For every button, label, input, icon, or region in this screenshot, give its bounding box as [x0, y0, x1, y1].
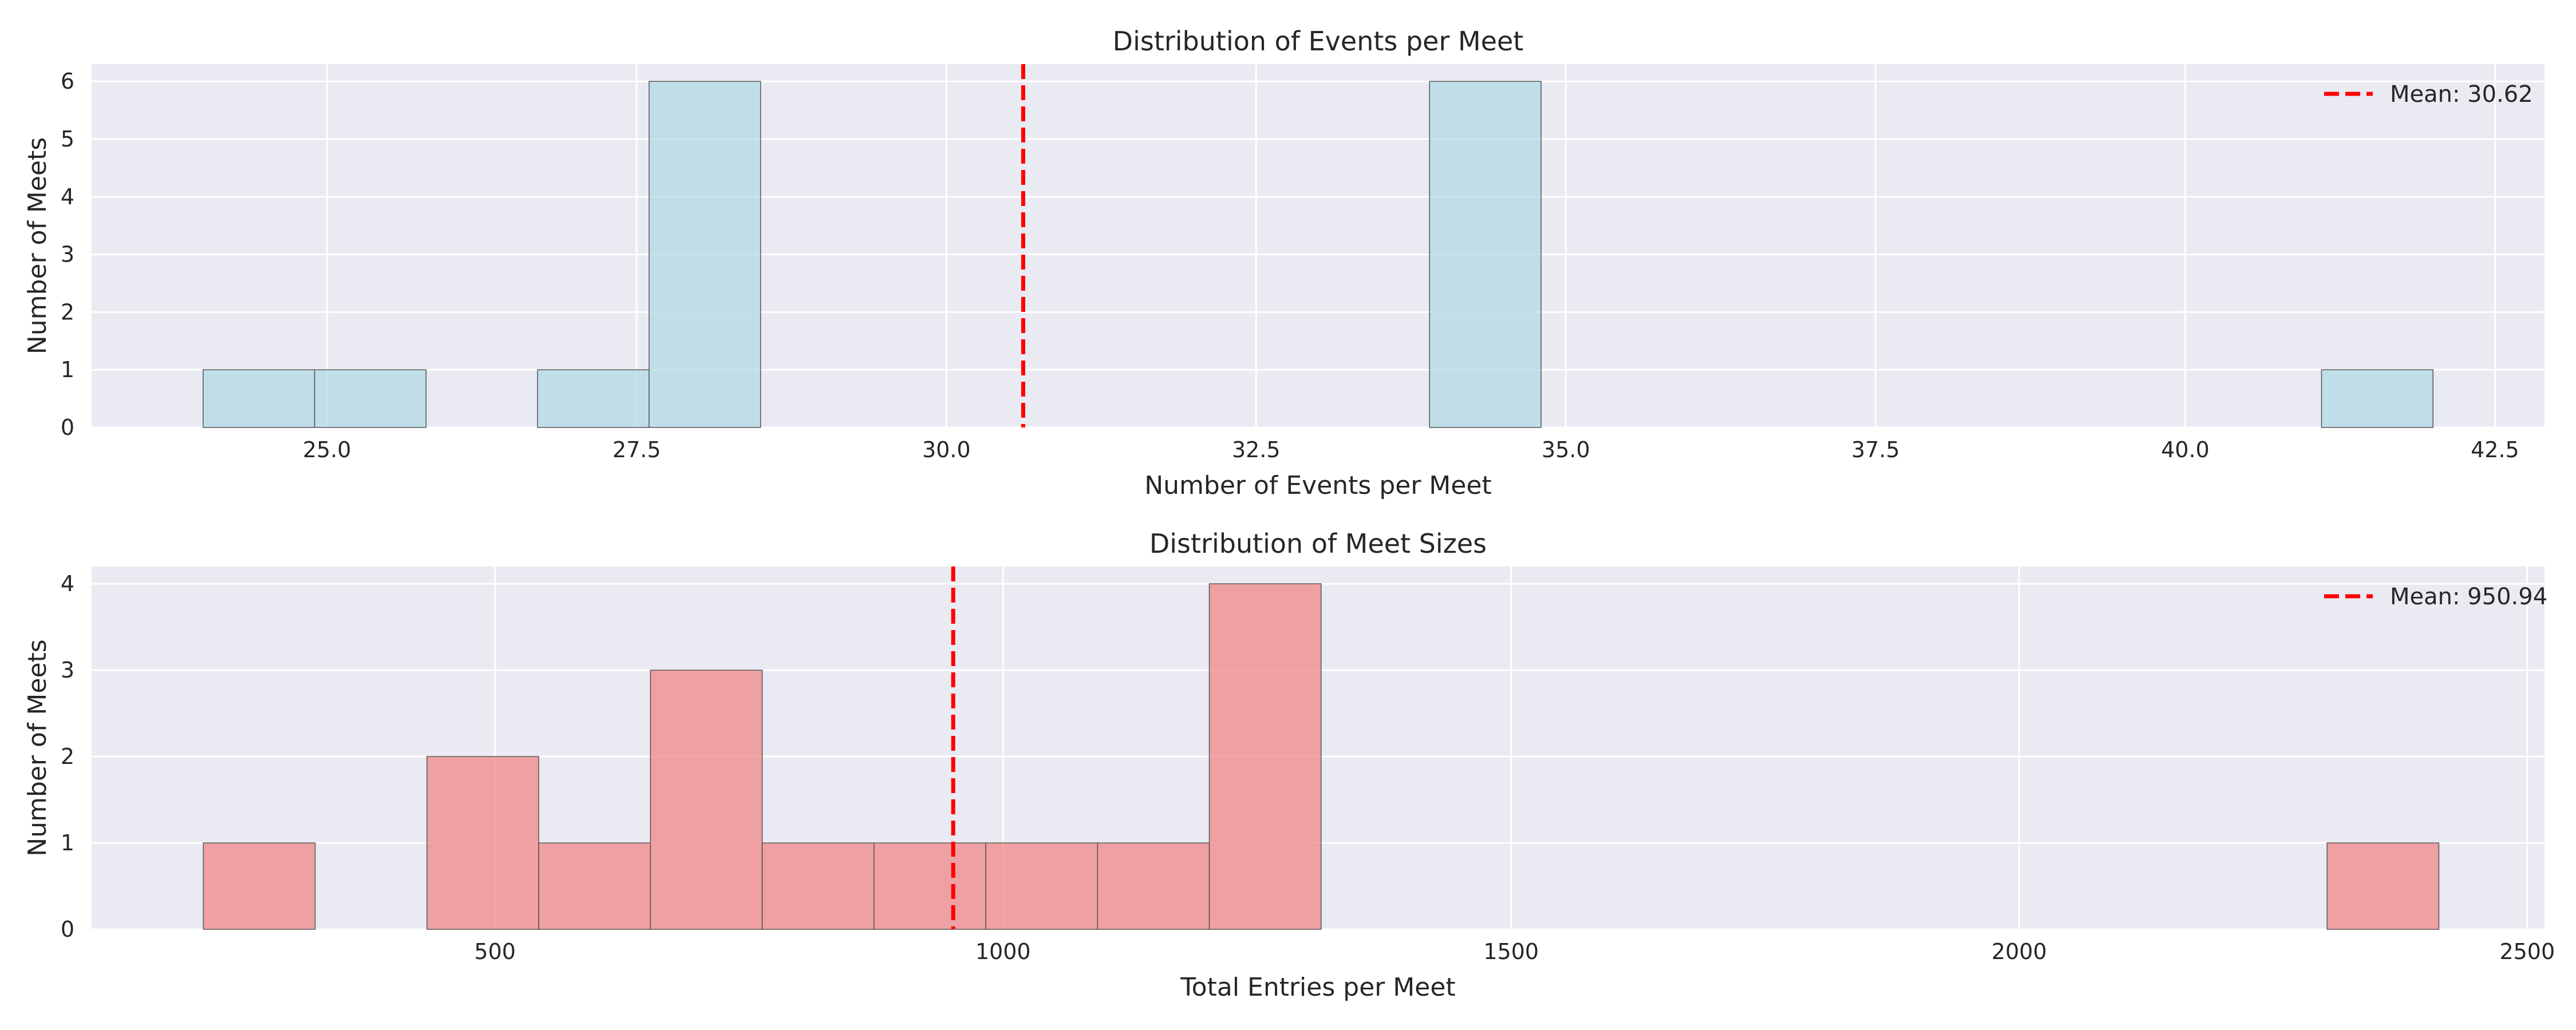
x-tick-label: 1000 — [975, 939, 1031, 964]
x-tick-label: 2500 — [2499, 939, 2555, 964]
chart-title: Distribution of Meet Sizes — [1149, 528, 1487, 559]
x-tick-label: 37.5 — [1851, 437, 1900, 462]
histogram-bar — [203, 842, 316, 930]
x-tick-label: 27.5 — [613, 437, 661, 462]
histogram-bar — [1208, 583, 1322, 930]
histogram-bar — [203, 369, 315, 428]
histogram-bar — [1097, 842, 1210, 930]
y-tick-label: 1 — [61, 357, 74, 382]
histogram-bar — [2321, 369, 2433, 428]
chart-panel-2: Distribution of Meet Sizes 500 1000 1500 200… — [23, 528, 2555, 1002]
chart-panel-1: Distribution of Events per Meet 25.0 27.5 3… — [23, 26, 2545, 500]
histogram-bar — [985, 842, 1099, 930]
chart-title: Distribution of Events per Meet — [1113, 26, 1524, 57]
histogram-bar — [761, 842, 875, 930]
y-tick-label: 2 — [61, 744, 74, 769]
x-tick-label: 32.5 — [1232, 437, 1281, 462]
histogram-bar — [649, 81, 761, 428]
legend-mean-label: Mean: 30.62 — [2390, 81, 2533, 108]
legend-mean-label: Mean: 950.94 — [2390, 584, 2547, 610]
x-tick-label: 1500 — [1483, 939, 1539, 964]
y-tick-label: 3 — [61, 242, 74, 267]
histogram-bar — [2326, 842, 2440, 930]
histogram-bar — [650, 670, 763, 930]
histogram-bar — [874, 842, 986, 930]
x-tick-label: 2000 — [1992, 939, 2047, 964]
x-tick-label: 500 — [474, 939, 516, 964]
x-axis-label: Total Entries per Meet — [1180, 973, 1455, 1002]
histogram-bar — [314, 369, 427, 428]
histogram-bar — [538, 842, 651, 930]
y-tick-label: 1 — [61, 830, 74, 855]
y-tick-label: 0 — [61, 415, 74, 440]
y-tick-label: 3 — [61, 657, 74, 683]
y-axis-label: Number of Meets — [23, 639, 52, 856]
histogram-bar — [537, 369, 650, 428]
x-axis-label: Number of Events per Meet — [1144, 471, 1492, 500]
y-tick-label: 2 — [61, 299, 74, 324]
histogram-bar — [426, 756, 539, 930]
legend: Mean: 950.94 — [2324, 584, 2547, 610]
plot-area — [92, 64, 2545, 427]
histogram-bar — [1429, 81, 1542, 428]
x-tick-label: 30.0 — [922, 437, 971, 462]
y-tick-label: 4 — [61, 571, 74, 596]
x-tick-label: 40.0 — [2161, 437, 2210, 462]
y-tick-label: 6 — [61, 69, 74, 94]
x-tick-label: 35.0 — [1542, 437, 1590, 462]
y-tick-label: 5 — [61, 126, 74, 152]
y-tick-label: 0 — [61, 917, 74, 942]
x-tick-label: 25.0 — [303, 437, 351, 462]
x-tick-label: 42.5 — [2471, 437, 2519, 462]
legend: Mean: 30.62 — [2324, 81, 2533, 108]
y-axis-label: Number of Meets — [23, 137, 52, 354]
y-tick-label: 4 — [61, 184, 74, 209]
